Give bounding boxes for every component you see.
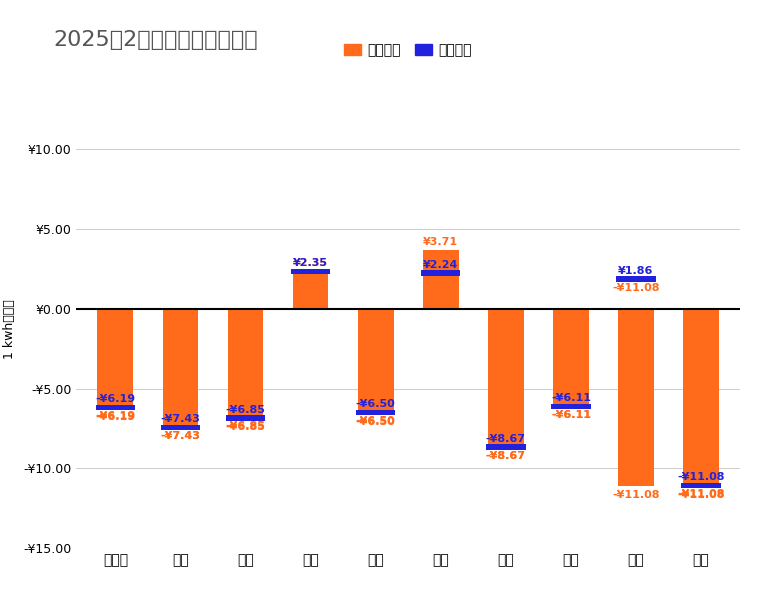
Bar	[356, 410, 395, 415]
Text: -¥6.85: -¥6.85	[226, 405, 266, 415]
Text: -¥6.11: -¥6.11	[551, 410, 591, 420]
Bar	[617, 276, 655, 282]
Text: -¥6.19: -¥6.19	[95, 412, 135, 421]
Bar	[226, 415, 266, 421]
Text: -¥11.08: -¥11.08	[678, 489, 725, 499]
Bar	[488, 309, 523, 447]
Text: -¥6.50: -¥6.50	[356, 417, 395, 426]
Bar	[161, 424, 200, 430]
Text: -¥11.08: -¥11.08	[612, 490, 660, 499]
Bar	[163, 309, 198, 428]
Text: -¥8.67: -¥8.67	[486, 434, 526, 444]
Text: -¥6.11: -¥6.11	[551, 393, 591, 403]
Text: ¥2.24: ¥2.24	[423, 260, 459, 270]
Bar	[618, 309, 654, 485]
Bar	[551, 404, 591, 409]
Text: -¥7.43: -¥7.43	[160, 414, 201, 424]
Bar	[227, 309, 263, 418]
Bar	[293, 272, 329, 309]
Text: -¥7.43: -¥7.43	[160, 431, 201, 442]
Text: ¥3.71: ¥3.71	[423, 236, 459, 247]
Bar	[683, 309, 719, 485]
Legend: 自由料金, 規制料金: 自由料金, 規制料金	[339, 38, 478, 63]
Bar	[553, 309, 589, 406]
Bar	[681, 483, 721, 488]
Y-axis label: 1 kwhあたり: 1 kwhあたり	[3, 299, 16, 359]
Bar	[291, 269, 330, 274]
Text: -¥11.08: -¥11.08	[678, 490, 725, 499]
Text: -¥8.67: -¥8.67	[486, 451, 526, 460]
Text: ¥2.35: ¥2.35	[293, 258, 328, 269]
Text: -¥7.43: -¥7.43	[160, 431, 201, 441]
Text: -¥6.19: -¥6.19	[95, 411, 135, 421]
Bar	[423, 250, 459, 309]
Text: -¥6.85: -¥6.85	[226, 422, 266, 432]
Bar	[95, 405, 135, 410]
Text: 2025年2月の燃料費調整単価: 2025年2月の燃料費調整単価	[53, 30, 258, 51]
Text: -¥11.08: -¥11.08	[678, 472, 725, 482]
Text: -¥8.67: -¥8.67	[486, 451, 526, 461]
Text: -¥6.85: -¥6.85	[226, 421, 266, 432]
Text: -¥6.19: -¥6.19	[95, 394, 135, 404]
Text: ¥2.35: ¥2.35	[293, 258, 328, 268]
Text: -¥11.08: -¥11.08	[612, 283, 660, 292]
Bar	[98, 309, 134, 407]
Bar	[421, 270, 460, 276]
Bar	[486, 445, 526, 450]
Text: -¥6.50: -¥6.50	[356, 416, 395, 426]
Text: -¥6.11: -¥6.11	[551, 410, 591, 420]
Text: -¥6.50: -¥6.50	[356, 400, 395, 409]
Bar	[358, 309, 394, 412]
Text: ¥1.86: ¥1.86	[618, 266, 654, 276]
